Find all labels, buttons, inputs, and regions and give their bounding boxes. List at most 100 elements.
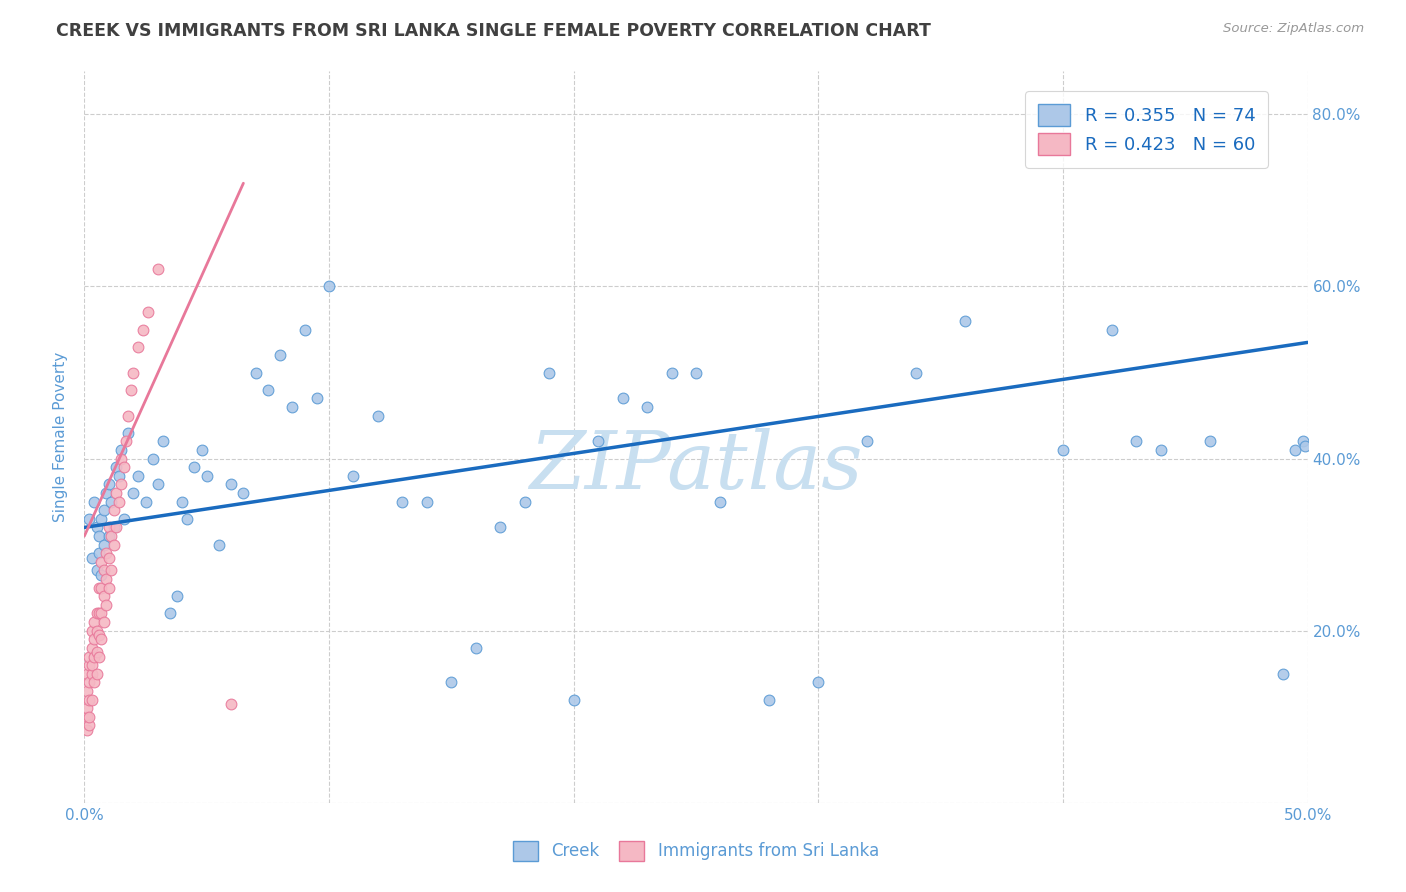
Point xyxy=(953,314,976,328)
Point xyxy=(80,658,103,673)
Point xyxy=(636,400,658,414)
Point xyxy=(1101,322,1123,336)
Point xyxy=(86,520,108,534)
Point xyxy=(159,607,181,621)
Point xyxy=(127,340,149,354)
Point xyxy=(1284,442,1306,457)
Point xyxy=(83,649,105,664)
Point xyxy=(208,538,231,552)
Point xyxy=(76,723,98,737)
Point xyxy=(856,434,879,449)
Point xyxy=(195,468,218,483)
Point xyxy=(685,366,707,380)
Point xyxy=(90,567,112,582)
Point xyxy=(152,434,174,449)
Point xyxy=(110,442,132,457)
Point xyxy=(90,555,112,569)
Point xyxy=(105,486,128,500)
Point xyxy=(83,632,105,647)
Point xyxy=(93,564,115,578)
Point xyxy=(76,701,98,715)
Point xyxy=(807,675,830,690)
Point xyxy=(87,628,110,642)
Point xyxy=(100,494,122,508)
Point xyxy=(76,684,98,698)
Point xyxy=(127,468,149,483)
Point xyxy=(107,494,129,508)
Point xyxy=(257,383,280,397)
Point xyxy=(87,581,110,595)
Text: CREEK VS IMMIGRANTS FROM SRI LANKA SINGLE FEMALE POVERTY CORRELATION CHART: CREEK VS IMMIGRANTS FROM SRI LANKA SINGL… xyxy=(56,22,931,40)
Point xyxy=(135,494,157,508)
Point xyxy=(612,392,634,406)
Point xyxy=(86,624,108,638)
Point xyxy=(281,400,304,414)
Point xyxy=(191,442,214,457)
Point xyxy=(391,494,413,508)
Point xyxy=(96,546,118,560)
Point xyxy=(90,632,112,647)
Point xyxy=(318,279,340,293)
Point xyxy=(232,486,254,500)
Point xyxy=(117,409,139,423)
Point xyxy=(142,451,165,466)
Point xyxy=(87,649,110,664)
Point xyxy=(93,503,115,517)
Point xyxy=(76,666,98,681)
Point xyxy=(96,598,118,612)
Point xyxy=(86,564,108,578)
Point xyxy=(93,538,115,552)
Point xyxy=(97,529,120,543)
Point xyxy=(87,607,110,621)
Point xyxy=(489,520,512,534)
Point xyxy=(93,589,115,603)
Point xyxy=(905,366,928,380)
Point xyxy=(97,550,120,565)
Point xyxy=(107,468,129,483)
Point xyxy=(269,348,291,362)
Point xyxy=(77,692,100,706)
Point xyxy=(90,512,112,526)
Point xyxy=(758,692,780,706)
Point xyxy=(1198,434,1220,449)
Point xyxy=(110,451,132,466)
Point xyxy=(464,640,486,655)
Point xyxy=(87,546,110,560)
Point xyxy=(77,675,100,690)
Point xyxy=(90,607,112,621)
Point xyxy=(146,477,169,491)
Point xyxy=(96,572,118,586)
Point xyxy=(80,550,103,565)
Point xyxy=(1052,442,1074,457)
Point xyxy=(586,434,609,449)
Point xyxy=(1150,442,1173,457)
Point xyxy=(97,477,120,491)
Point xyxy=(132,322,155,336)
Point xyxy=(342,468,364,483)
Point xyxy=(77,658,100,673)
Point xyxy=(97,581,120,595)
Y-axis label: Single Female Poverty: Single Female Poverty xyxy=(53,352,69,522)
Point xyxy=(97,520,120,534)
Point xyxy=(80,666,103,681)
Point xyxy=(367,409,389,423)
Point xyxy=(661,366,683,380)
Point xyxy=(105,520,128,534)
Point xyxy=(86,607,108,621)
Text: ZIPatlas: ZIPatlas xyxy=(529,427,863,505)
Point xyxy=(219,697,242,711)
Point xyxy=(77,710,100,724)
Point xyxy=(77,649,100,664)
Point xyxy=(1292,434,1315,449)
Point xyxy=(416,494,439,508)
Point xyxy=(76,710,98,724)
Point xyxy=(305,392,328,406)
Point xyxy=(1294,439,1316,453)
Point xyxy=(136,305,159,319)
Point xyxy=(90,581,112,595)
Point xyxy=(709,494,731,508)
Point xyxy=(117,425,139,440)
Point xyxy=(440,675,463,690)
Point xyxy=(1125,434,1147,449)
Point xyxy=(103,503,125,517)
